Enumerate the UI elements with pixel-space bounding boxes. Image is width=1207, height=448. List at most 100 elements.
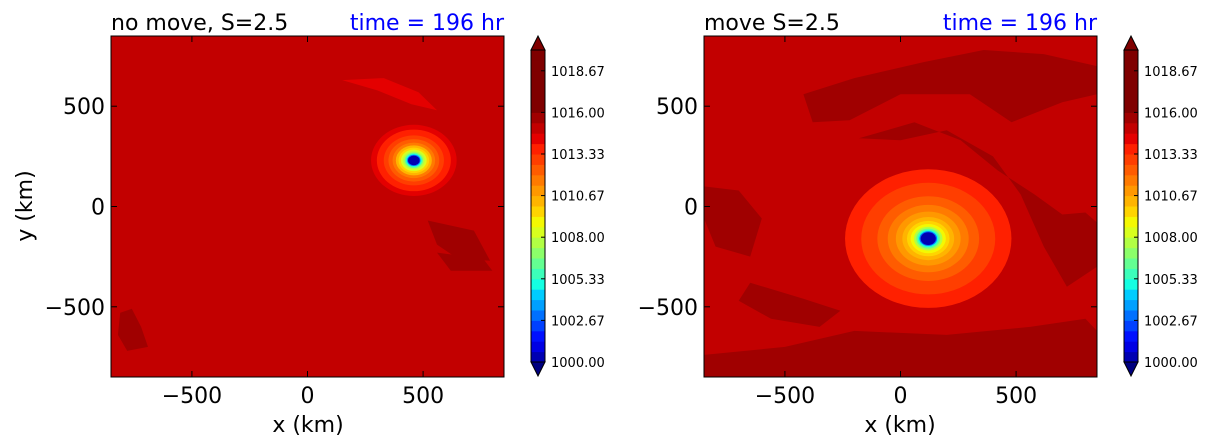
axis-ticks-no-move: −500 0 500 −500 0 500 — [45, 36, 504, 409]
colorbar-segment — [1124, 341, 1138, 353]
colorbar-segment — [531, 257, 545, 269]
colorbar-no-move: 1000.00 1002.67 1005.33 1008.00 1010.67 1013.… — [530, 34, 605, 378]
y-tick-label: −500 — [45, 296, 105, 321]
colorbar-tick-label: 1013.33 — [1144, 148, 1198, 163]
colorbar-tick-label: 1010.67 — [551, 190, 605, 205]
colorbar-tick-label: 1005.33 — [1144, 273, 1198, 288]
colorbar-extend-min — [1123, 361, 1139, 378]
colorbar-segment — [1124, 50, 1138, 61]
y-tick-label: 0 — [91, 196, 105, 221]
colorbar-segment — [1124, 278, 1138, 290]
colorbar-segment — [531, 91, 545, 103]
colorbar-segment — [531, 247, 545, 259]
colorbar-tick-label: 1005.33 — [551, 273, 605, 288]
colorbar-segment — [1124, 216, 1138, 228]
colorbar-segment — [531, 341, 545, 353]
panel-no-move: −500 0 500 −500 0 500 no move, S=2.5 time = 1… — [13, 11, 505, 438]
colorbar-extend-max — [530, 34, 546, 51]
colorbar-segment — [531, 206, 545, 217]
pressure-patch-4 — [704, 186, 762, 257]
axis-ticks-move: −500 0 500 −500 0 500 — [638, 36, 1097, 409]
pressure-patch-3 — [437, 252, 493, 271]
panel-move: −500 0 500 −500 0 500 move S=2.5 time = 196 h… — [638, 11, 1098, 438]
colorbar-tick-label: 1002.67 — [1144, 314, 1198, 329]
colorbar-segment — [1124, 174, 1138, 186]
colorbar-segment — [531, 268, 545, 280]
colorbar-segment — [531, 133, 545, 145]
pressure-ring-12 — [408, 155, 420, 166]
colorbar-segment — [531, 216, 545, 228]
colorbar-segment — [1124, 122, 1138, 134]
colorbar-segment — [531, 112, 545, 124]
x-tick-label: 0 — [894, 384, 908, 409]
colorbar-segment — [1124, 268, 1138, 280]
x-tick-label: 0 — [301, 384, 315, 409]
colorbar-segment — [531, 226, 545, 238]
pressure-patch-0 — [803, 50, 1097, 123]
colorbar-segment — [531, 330, 545, 342]
colorbar-segment — [1124, 101, 1138, 113]
colorbar-segment — [1124, 60, 1138, 72]
y-tick-label: 500 — [656, 95, 698, 120]
colorbar-segment — [531, 299, 545, 311]
colorbar-frame — [1123, 49, 1139, 363]
colorbar-segment — [1124, 133, 1138, 145]
pressure-patch-2 — [704, 318, 1097, 377]
x-tick-label: −500 — [755, 384, 815, 409]
panel-title-left: no move, S=2.5 — [111, 11, 288, 36]
y-axis-label: y (km) — [13, 170, 38, 241]
colorbar-segment — [1124, 143, 1138, 155]
colorbar-segment — [531, 310, 545, 321]
x-tick-label: 500 — [402, 384, 444, 409]
pressure-patch-1 — [858, 122, 1097, 287]
colorbar-segment — [531, 351, 545, 363]
colorbar-segment — [1124, 164, 1138, 176]
colorbar-segment — [531, 164, 545, 176]
colorbar-segment — [531, 185, 545, 197]
x-tick-label: 500 — [995, 384, 1037, 409]
y-tick-label: 500 — [63, 95, 105, 120]
colorbar-tick-label: 1000.00 — [551, 356, 605, 371]
panel-title-right: time = 196 hr — [350, 11, 505, 36]
colorbar-tick-label: 1010.67 — [1144, 190, 1198, 205]
colorbar-segment — [531, 70, 545, 82]
colorbar-segment — [1124, 247, 1138, 259]
colorbar-tick-label: 1016.00 — [1144, 106, 1198, 121]
field-background — [111, 36, 504, 377]
colorbar-segment — [1124, 226, 1138, 238]
colorbar-segment — [531, 81, 545, 93]
colorbar-segment — [1124, 351, 1138, 363]
colorbar-segment — [531, 122, 545, 134]
colorbar-tick-label: 1018.67 — [1144, 65, 1198, 80]
colorbar-extend-min — [530, 361, 546, 378]
y-tick-label: 0 — [684, 196, 698, 221]
colorbar-segment — [1124, 154, 1138, 165]
colorbar-segment — [531, 154, 545, 165]
colorbar-tick-label: 1018.67 — [551, 65, 605, 80]
colorbar-tick-label: 1002.67 — [551, 314, 605, 329]
colorbar-segment — [1124, 320, 1138, 332]
pressure-patch-1 — [427, 220, 491, 261]
colorbar-tick-label: 1008.00 — [551, 231, 605, 246]
colorbar-move: 1000.00 1002.67 1005.33 1008.00 1010.67 1013.… — [1123, 34, 1198, 378]
colorbar-tick-label: 1013.33 — [551, 148, 605, 163]
colorbar-segment — [531, 60, 545, 72]
colorbar-frame — [530, 49, 546, 363]
colorbar-segment — [1124, 257, 1138, 269]
colorbar-segment — [531, 143, 545, 155]
colorbar-extend-max — [1123, 34, 1139, 51]
contour-field-no-move — [111, 36, 504, 377]
colorbar-segment — [531, 320, 545, 332]
colorbar-tick-label: 1016.00 — [551, 106, 605, 121]
colorbar-segment — [1124, 195, 1138, 207]
colorbar-segment — [1124, 289, 1138, 301]
colorbar-segment — [1124, 237, 1138, 249]
pressure-patch-3 — [738, 282, 841, 327]
colorbar-segment — [531, 50, 545, 61]
colorbar-segment — [1124, 70, 1138, 82]
y-tick-label: −500 — [638, 296, 698, 321]
colorbar-segment — [1124, 112, 1138, 124]
x-tick-label: −500 — [162, 384, 222, 409]
colorbar-segment — [531, 278, 545, 290]
colorbar-segment — [531, 174, 545, 186]
